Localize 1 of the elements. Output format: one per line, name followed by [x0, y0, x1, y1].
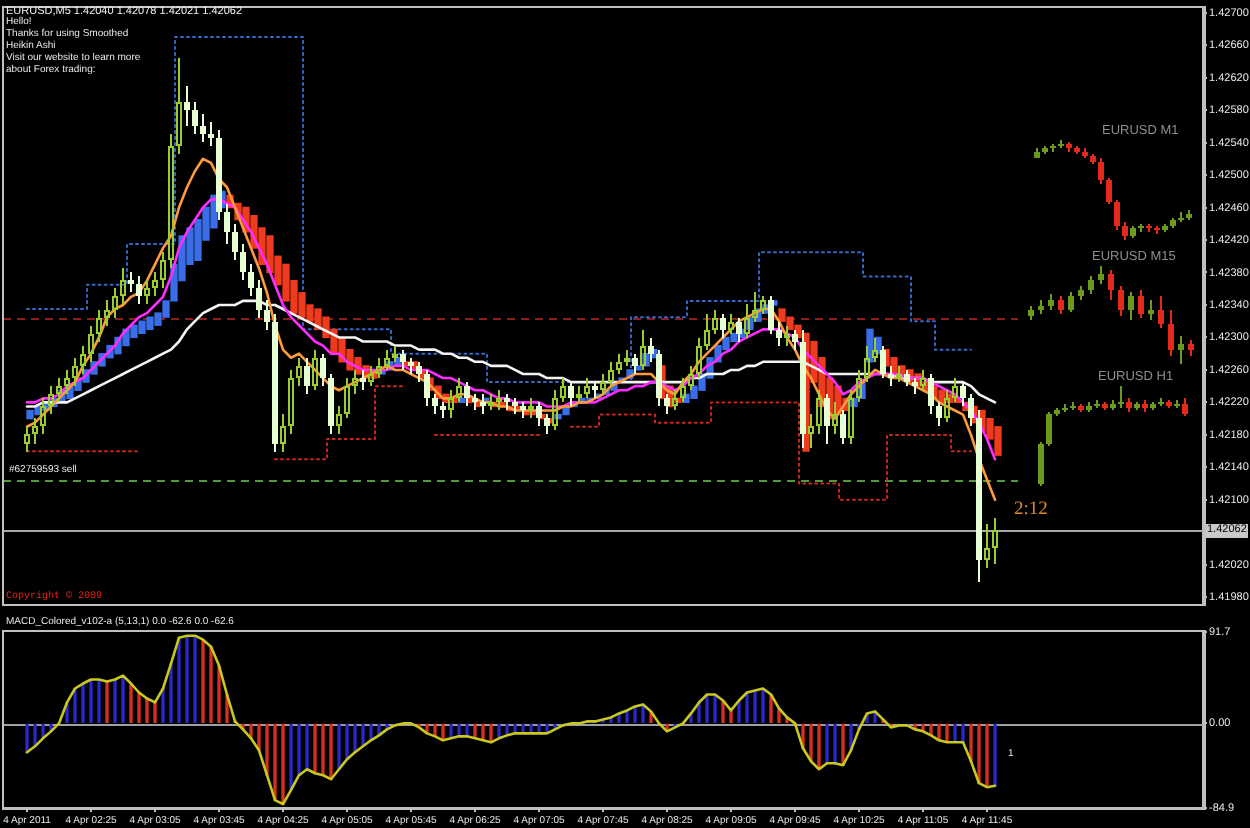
- annotation: 2:12: [1014, 500, 1048, 522]
